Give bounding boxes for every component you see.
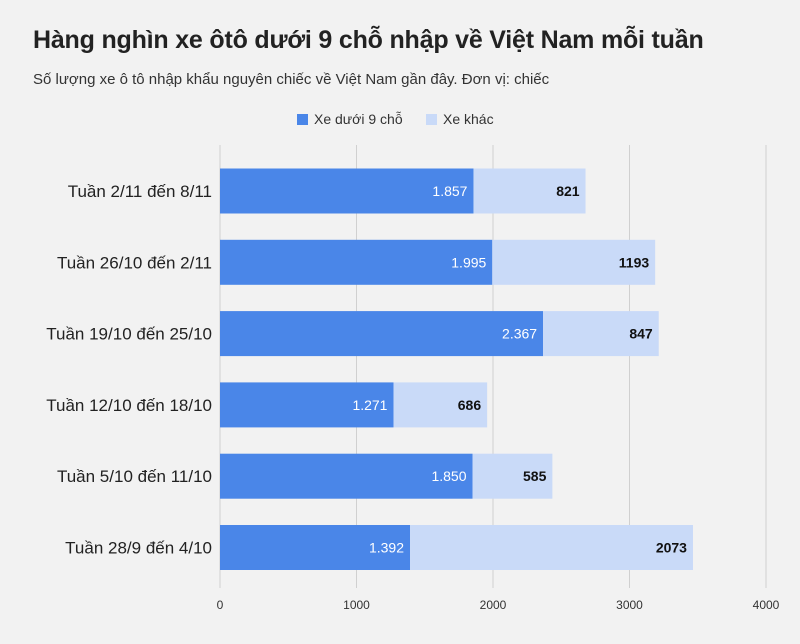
x-tick-label-2000: 2000 [480, 598, 507, 612]
x-tick-label-1000: 1000 [343, 598, 370, 612]
data-label-series-1: 1.995 [451, 254, 486, 270]
category-label: Tuần 5/10 đến 11/10 [57, 467, 212, 486]
legend-label-series-1: Xe dưới 9 chỗ [314, 111, 403, 127]
data-label-series-1: 1.857 [432, 183, 467, 199]
bar-series-1 [220, 525, 411, 570]
data-label-series-1: 1.271 [352, 397, 387, 413]
legend-swatch-series-1 [297, 114, 308, 125]
bar-series-1 [220, 311, 544, 357]
bar-series-1 [220, 453, 473, 499]
bars: 1.857 821 1.995 1193 2.367 847 1.271 686 1.850 58… [220, 168, 693, 570]
data-label-series-2: 821 [556, 183, 580, 199]
data-label-series-2: 585 [523, 468, 547, 484]
chart-subtitle: Số lượng xe ô tô nhập khẩu nguyên chiếc … [33, 71, 550, 88]
data-label-series-2: 1193 [619, 254, 650, 270]
x-tick-label-0: 0 [217, 598, 224, 612]
data-label-series-1: 2.367 [502, 326, 537, 342]
bar-series-1 [220, 239, 493, 285]
data-label-series-2: 2073 [656, 540, 687, 556]
data-label-series-2: 847 [629, 326, 653, 342]
chart-title: Hàng nghìn xe ôtô dưới 9 chỗ nhập về Việ… [33, 26, 704, 54]
legend: Xe dưới 9 chỗ Xe khác [297, 111, 494, 127]
bar-series-1 [220, 382, 394, 428]
legend-label-series-2: Xe khác [443, 111, 494, 127]
bar-series-2 [472, 453, 553, 499]
legend-swatch-series-2 [426, 114, 437, 125]
category-label: Tuần 28/9 đến 4/10 [65, 539, 212, 558]
bar-series-2 [473, 168, 586, 214]
data-label-series-1: 1.392 [369, 540, 404, 556]
bar-series-1 [220, 168, 474, 214]
bar-series-2 [393, 382, 488, 428]
data-label-series-1: 1.850 [431, 468, 466, 484]
bar-series-2 [543, 311, 659, 357]
x-tick-label-4000: 4000 [753, 598, 780, 612]
bar-series-2 [410, 525, 693, 570]
category-label: Tuần 2/11 đến 8/11 [68, 182, 212, 201]
x-axis-ticks: 0 1000 2000 3000 4000 [217, 598, 780, 612]
category-label: Tuần 26/10 đến 2/11 [57, 253, 212, 272]
grid [219, 145, 767, 588]
bar-series-2 [492, 239, 656, 285]
category-label: Tuần 12/10 đến 18/10 [46, 396, 212, 415]
data-label-series-2: 686 [458, 397, 482, 413]
category-label: Tuần 19/10 đến 25/10 [46, 325, 212, 344]
x-tick-label-3000: 3000 [616, 598, 643, 612]
category-labels: Tuần 2/11 đến 8/11 Tuần 26/10 đến 2/11 Tuầ… [46, 182, 212, 558]
